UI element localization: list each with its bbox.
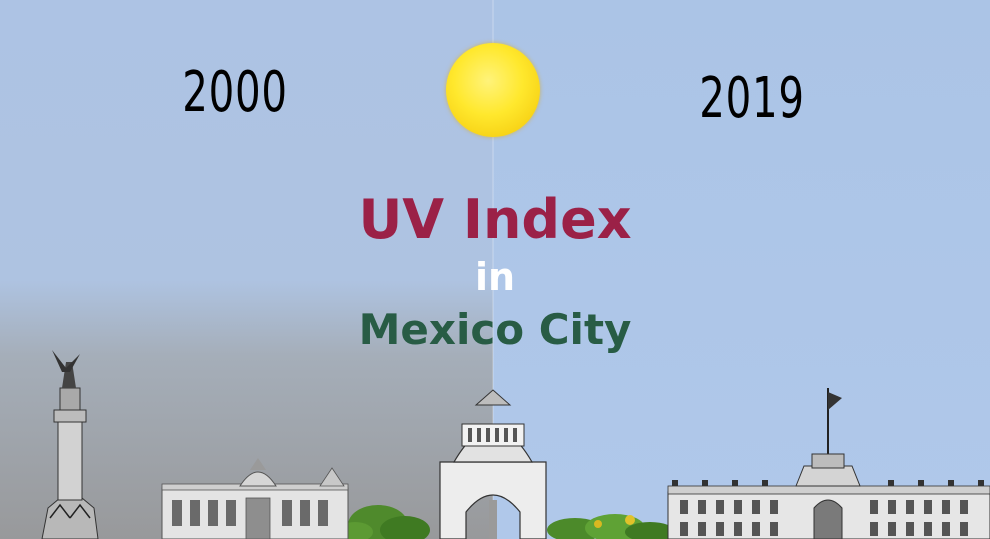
title-line-city: Mexico City (358, 305, 632, 354)
year-label-left: 2000 (182, 60, 288, 125)
clear-sky-2019 (493, 0, 990, 539)
title-line-in: in (474, 255, 516, 299)
national-palace-illustration (667, 388, 990, 539)
title-line-uv-index: UV Index (358, 188, 632, 251)
trees-illustration (337, 505, 675, 539)
monument-to-the-revolution-illustration (439, 389, 547, 539)
palace-of-fine-arts-illustration (161, 458, 349, 539)
angel-of-independence-illustration (41, 350, 99, 539)
center-divider (492, 0, 494, 539)
year-label-right: 2019 (699, 66, 805, 131)
sun-icon (446, 43, 540, 137)
